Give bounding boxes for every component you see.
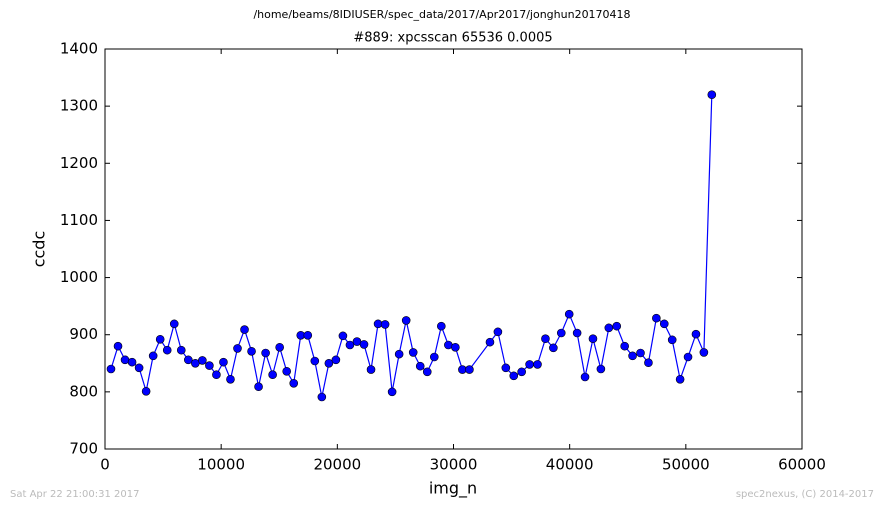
data-point [198, 356, 207, 365]
data-point [699, 348, 709, 357]
chart-title: /home/beams/8IDIUSER/spec_data/2017/Apr2… [253, 8, 630, 21]
data-point [310, 356, 320, 366]
y-tick-label: 700 [69, 440, 98, 458]
data-point [422, 367, 432, 377]
y-tick-label: 1200 [60, 154, 98, 172]
data-point [675, 374, 685, 384]
data-point [652, 313, 661, 323]
data-point [549, 343, 558, 353]
data-point [485, 337, 495, 347]
data-point [415, 361, 425, 371]
data-point [338, 331, 348, 341]
data-point [628, 351, 637, 361]
data-point [176, 345, 186, 355]
data-point [394, 349, 404, 359]
data-point [437, 321, 446, 331]
y-tick-label: 800 [69, 382, 98, 400]
y-tick-label: 1000 [60, 268, 98, 286]
data-point [331, 355, 341, 365]
data-point [212, 370, 221, 380]
data-point [219, 357, 228, 367]
data-point [644, 358, 653, 368]
data-point [226, 374, 235, 384]
data-point [493, 327, 503, 337]
data-point [580, 372, 590, 382]
data-point [667, 335, 677, 345]
data-point [564, 309, 574, 319]
data-point [240, 325, 249, 334]
data-point [205, 361, 214, 370]
data-point [636, 348, 645, 358]
data-point [691, 329, 701, 339]
data-point [525, 360, 534, 369]
data-point [162, 345, 172, 355]
footer-credit: spec2nexus, (C) 2014-2017 [736, 489, 874, 500]
x-tick-label: 20000 [313, 456, 361, 474]
data-point [451, 342, 460, 352]
data-point [683, 352, 693, 362]
data-point [134, 363, 144, 373]
data-point [620, 341, 629, 351]
data-point [659, 319, 669, 329]
data-point [169, 319, 179, 329]
data-point [604, 323, 614, 333]
data-point [501, 363, 511, 373]
data-point [596, 364, 606, 374]
data-point [345, 340, 355, 350]
data-point [282, 366, 291, 376]
data-point [533, 360, 542, 369]
data-point [141, 386, 151, 396]
data-point [359, 340, 369, 349]
data-point [184, 355, 193, 365]
data-point [268, 370, 277, 380]
y-tick-label: 1400 [60, 40, 98, 58]
footer-date: Sat Apr 22 21:00:31 2017 [10, 489, 140, 500]
data-point [572, 328, 582, 338]
data-point [588, 334, 598, 344]
plot-frame [104, 48, 803, 450]
data-point [401, 316, 411, 325]
data-point [254, 382, 263, 392]
y-tick-label: 1300 [60, 97, 98, 115]
chart-subtitle: #889: xpcsscan 65536 0.0005 [353, 31, 552, 46]
data-point [303, 330, 313, 340]
data-point [509, 371, 519, 381]
x-tick-label: 10000 [197, 456, 245, 474]
data-point [148, 351, 158, 361]
data-point [366, 365, 376, 374]
data-point [106, 364, 116, 374]
y-axis-label: ccdc [30, 231, 49, 268]
data-point [127, 357, 137, 367]
data-point [324, 358, 334, 368]
x-tick-label: 40000 [546, 456, 594, 474]
data-point [556, 328, 566, 338]
x-tick-label: 60000 [778, 456, 826, 474]
y-tick-label: 900 [69, 325, 98, 343]
y-tick-label: 1100 [60, 211, 98, 229]
data-point [275, 342, 284, 352]
data-point [233, 344, 242, 353]
data-point [517, 367, 526, 377]
x-tick-label: 30000 [430, 456, 478, 474]
data-point [261, 348, 270, 358]
data-point [429, 352, 439, 362]
data-point [387, 387, 397, 397]
data-point [707, 90, 717, 100]
data-point [317, 392, 327, 402]
data-point [289, 378, 299, 388]
x-axis-label: img_n [429, 479, 477, 499]
data-point [541, 334, 550, 344]
data-point [465, 365, 474, 374]
data-point [408, 348, 418, 357]
data-point [113, 341, 123, 351]
data-point [380, 320, 390, 329]
data-point [612, 321, 622, 331]
x-tick-label: 0 [100, 456, 110, 474]
data-point [155, 334, 165, 344]
x-tick-label: 50000 [662, 456, 710, 474]
data-point [247, 346, 256, 356]
